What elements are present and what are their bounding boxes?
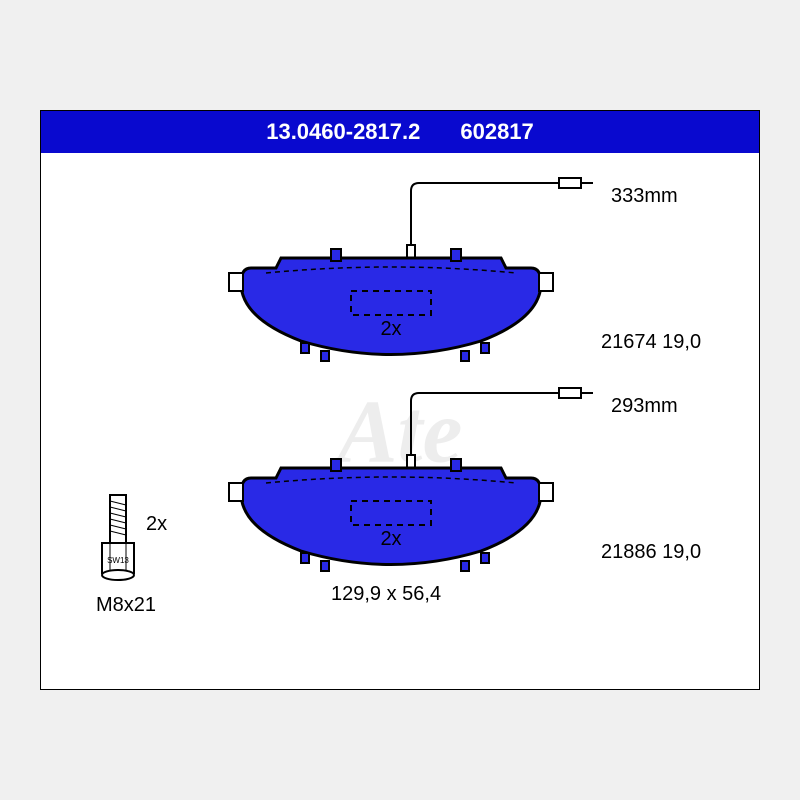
top-wire	[407, 178, 593, 259]
top-wire-label: 333mm	[611, 185, 678, 208]
bottom-side-code: 21886 19,0	[601, 541, 701, 564]
bolt-icon: SW13	[96, 493, 140, 583]
top-pad-shape: 2x	[229, 249, 553, 361]
diagram-frame: 13.0460-2817.2 602817 Ate 2x 333mm 21674…	[40, 110, 760, 690]
bolt-group: 2x SW13 M8x21	[96, 493, 176, 617]
part-number: 13.0460-2817.2	[266, 119, 420, 145]
dimension-label: 129,9 x 56,4	[331, 583, 441, 606]
bolt-hex-label: SW13	[107, 556, 129, 565]
content-area: Ate 2x 333mm 21674 19,0 2x	[41, 153, 759, 689]
top-side-code: 21674 19,0	[601, 331, 701, 354]
header-bar: 13.0460-2817.2 602817	[41, 111, 759, 153]
bottom-pad-svg: 2x	[221, 383, 621, 583]
top-pad-svg: 2x	[221, 173, 621, 373]
bottom-wire-label: 293mm	[611, 395, 678, 418]
bolt-qty: 2x	[146, 513, 167, 536]
pad-qty-label: 2x	[380, 528, 401, 550]
bottom-pad-shape: 2x	[229, 459, 553, 571]
bolt-size-label: M8x21	[96, 594, 176, 617]
pad-qty-label: 2x	[380, 318, 401, 340]
short-code: 602817	[460, 119, 533, 145]
bottom-wire	[407, 388, 593, 469]
